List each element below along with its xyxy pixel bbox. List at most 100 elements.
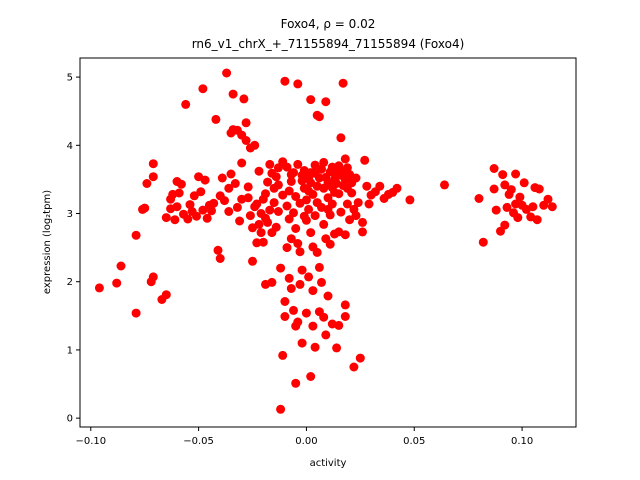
data-point bbox=[174, 188, 184, 198]
x-tick-label: 0.10 bbox=[511, 436, 533, 447]
y-tick-label: 0 bbox=[67, 414, 73, 425]
data-point bbox=[222, 68, 232, 78]
data-point bbox=[528, 202, 538, 212]
data-point bbox=[532, 215, 542, 225]
data-point bbox=[500, 180, 510, 190]
data-point bbox=[336, 207, 346, 217]
data-point bbox=[295, 279, 305, 289]
data-point bbox=[263, 177, 273, 187]
data-point bbox=[224, 183, 234, 193]
data-point bbox=[228, 89, 238, 99]
data-point bbox=[209, 198, 219, 208]
data-point bbox=[241, 136, 251, 145]
y-axis-label: expression (log₂tpm) bbox=[42, 190, 53, 294]
data-point bbox=[355, 353, 365, 363]
data-point bbox=[500, 220, 510, 230]
data-point bbox=[284, 273, 294, 283]
data-point bbox=[364, 199, 374, 209]
data-point bbox=[340, 230, 350, 240]
data-point bbox=[286, 284, 296, 293]
data-point bbox=[314, 112, 324, 122]
data-point bbox=[306, 372, 316, 381]
data-point bbox=[224, 207, 234, 216]
data-point bbox=[291, 224, 301, 233]
data-point bbox=[276, 404, 286, 414]
data-point bbox=[513, 213, 523, 223]
data-point bbox=[297, 338, 307, 348]
data-point bbox=[183, 214, 193, 224]
data-point bbox=[323, 204, 333, 214]
data-point bbox=[308, 286, 318, 296]
data-point bbox=[489, 184, 499, 194]
data-point bbox=[198, 84, 208, 94]
data-point bbox=[358, 227, 367, 237]
data-point bbox=[325, 239, 335, 249]
data-point bbox=[94, 283, 104, 293]
data-point bbox=[519, 178, 529, 188]
data-point bbox=[502, 202, 512, 212]
data-point bbox=[304, 204, 314, 214]
data-point bbox=[321, 330, 331, 340]
data-point bbox=[310, 211, 320, 221]
data-point bbox=[289, 208, 298, 218]
y-tick-label: 3 bbox=[67, 209, 73, 220]
data-point bbox=[112, 278, 122, 288]
data-point bbox=[336, 133, 346, 143]
data-point bbox=[273, 207, 283, 216]
data-point bbox=[319, 312, 329, 322]
data-point bbox=[534, 184, 544, 194]
data-point bbox=[172, 202, 182, 212]
x-axis-label: activity bbox=[310, 458, 347, 469]
data-point bbox=[440, 180, 449, 190]
data-point bbox=[317, 277, 326, 287]
data-point bbox=[217, 173, 227, 183]
data-point bbox=[256, 228, 266, 238]
data-point bbox=[293, 79, 303, 89]
plot-frame bbox=[79, 57, 577, 428]
data-point bbox=[332, 343, 342, 353]
data-point bbox=[280, 76, 290, 86]
data-point bbox=[245, 211, 255, 221]
data-point bbox=[301, 215, 311, 225]
data-point bbox=[232, 202, 242, 212]
data-point bbox=[280, 297, 290, 306]
data-point bbox=[142, 179, 152, 188]
data-point bbox=[474, 194, 484, 203]
data-point bbox=[358, 217, 367, 227]
data-point bbox=[215, 254, 225, 263]
data-point bbox=[207, 206, 216, 216]
data-point bbox=[353, 198, 363, 208]
data-point bbox=[362, 181, 372, 191]
data-point bbox=[278, 190, 288, 200]
data-point bbox=[515, 192, 525, 202]
data-point bbox=[498, 170, 508, 180]
data-point bbox=[252, 238, 262, 248]
data-point bbox=[254, 166, 264, 176]
data-point bbox=[289, 305, 298, 315]
data-point bbox=[291, 378, 301, 388]
data-point bbox=[198, 205, 208, 215]
chart-title-line-1: Foxo4, ρ = 0.02 bbox=[281, 17, 376, 31]
data-point bbox=[161, 290, 171, 300]
data-point bbox=[176, 179, 186, 189]
data-point bbox=[140, 203, 150, 213]
data-point bbox=[131, 308, 141, 318]
data-point bbox=[282, 243, 292, 253]
data-point bbox=[250, 140, 260, 150]
data-point bbox=[237, 158, 247, 168]
data-point bbox=[148, 159, 158, 169]
data-point bbox=[258, 237, 268, 247]
data-point bbox=[226, 169, 236, 179]
data-point bbox=[286, 177, 296, 186]
data-point bbox=[213, 245, 223, 255]
data-point bbox=[170, 215, 180, 225]
data-point bbox=[511, 169, 521, 179]
data-point bbox=[295, 247, 305, 257]
chart-title-line-2: rn6_v1_chrX_+_71155894_71155894 (Foxo4) bbox=[192, 37, 465, 51]
data-point bbox=[334, 320, 344, 330]
data-point bbox=[351, 173, 361, 183]
y-axis-ticks: 0 1 2 3 4 5 bbox=[67, 73, 80, 425]
